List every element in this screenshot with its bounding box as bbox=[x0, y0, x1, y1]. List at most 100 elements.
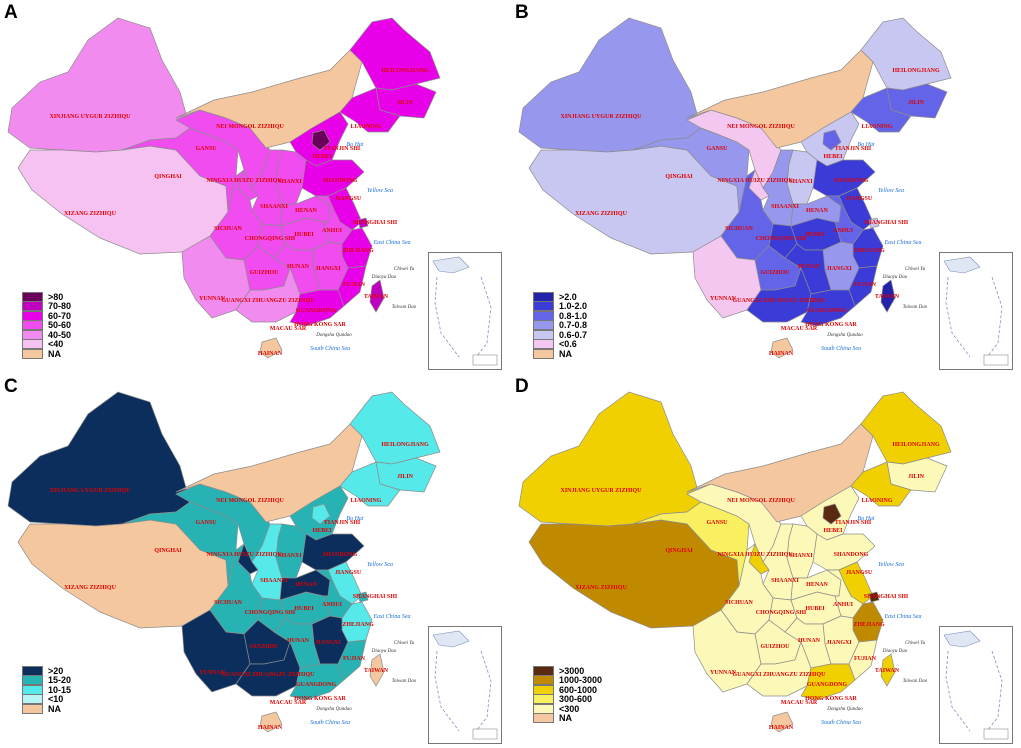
province-guangdong bbox=[289, 663, 345, 701]
label-qinghai: QINGHAI bbox=[154, 548, 182, 554]
island-label-dongsha: Dongsha Qundao bbox=[826, 333, 863, 338]
china-map: XINJIANG UYGUR ZIZHIQU XIZANG ZIZHIQU QING… bbox=[7, 391, 441, 733]
map-panel-d: D XINJIANG UYGUR ZIZHIQU XIZANG ZIZHIQU QIN… bbox=[511, 374, 1021, 747]
label-hubei: HUBEI bbox=[294, 606, 314, 612]
label-chongqing: CHONGQING SHI bbox=[756, 610, 807, 616]
china-map: XINJIANG UYGUR ZIZHIQU XIZANG ZIZHIQU QING… bbox=[518, 17, 952, 359]
island-label-taiwan_dao: Taiwan Dao bbox=[903, 305, 928, 310]
label-guangxi: GUANGXI ZHUANGZU ZIZHIQU bbox=[221, 298, 315, 304]
province-qinghai bbox=[121, 127, 239, 213]
legend-item: <10 bbox=[22, 694, 71, 705]
label-gansu: GANSU bbox=[706, 520, 728, 526]
legend-item: >20 bbox=[22, 665, 71, 676]
legend-item: NA bbox=[22, 703, 71, 714]
label-xizang: XIZANG ZIZHIQU bbox=[575, 585, 628, 591]
label-anhui: ANHUI bbox=[322, 602, 343, 608]
label-gansu: GANSU bbox=[195, 520, 217, 526]
island-label-taiwan_dao: Taiwan Dao bbox=[392, 305, 417, 310]
province-guangdong bbox=[289, 289, 345, 327]
legend-item: 300-600 bbox=[533, 694, 602, 705]
label-nei: NEI MONGOL ZIZHIQU bbox=[216, 124, 284, 130]
south-china-sea-inset bbox=[428, 252, 502, 370]
label-hlj: HEILONGJIANG bbox=[892, 442, 940, 448]
legend-label: 10-15 bbox=[48, 684, 72, 695]
province-fujian bbox=[337, 265, 367, 307]
legend-swatch bbox=[533, 694, 554, 705]
legend-item: 10-15 bbox=[22, 684, 72, 695]
legend-label: <10 bbox=[48, 694, 64, 705]
province-shandong bbox=[812, 159, 876, 197]
label-yunnan: YUNNAN bbox=[199, 296, 226, 302]
province-taiwan bbox=[369, 279, 385, 313]
legend-swatch bbox=[533, 675, 554, 686]
label-xinjiang: XINJIANG UYGUR ZIZHIQU bbox=[49, 488, 131, 494]
label-qinghai: QINGHAI bbox=[665, 548, 693, 554]
legend-swatch bbox=[22, 703, 43, 714]
legend-item: >3000 bbox=[533, 665, 602, 676]
province-shanxi bbox=[786, 149, 818, 205]
island-label-diaoyu: Diaoyu Dao bbox=[371, 649, 397, 654]
legend-label: NA bbox=[559, 348, 572, 359]
legend-item: 40-50 bbox=[22, 329, 72, 340]
label-chongqing: CHONGQING SHI bbox=[245, 610, 296, 616]
label-hebei: HEBEI bbox=[312, 154, 332, 160]
label-yunnan: YUNNAN bbox=[710, 296, 737, 302]
legend: >80 70-80 60-70 50-60 40-50 <40 NA bbox=[22, 291, 72, 359]
label-henan: HENAN bbox=[806, 208, 828, 214]
legend-label: 0.8-1.0 bbox=[559, 310, 588, 321]
inset-scale-box bbox=[983, 354, 1009, 366]
inset-coast bbox=[432, 256, 470, 274]
label-gansu: GANSU bbox=[706, 146, 728, 152]
label-zhejiang: ZHEJIANG bbox=[853, 622, 885, 628]
map-panel-b: B XINJIANG UYGUR ZIZHIQU XIZANG ZIZHIQU QIN… bbox=[511, 0, 1021, 373]
label-anhui: ANHUI bbox=[322, 228, 343, 234]
island-label-chiwei: Chiwei Yu bbox=[905, 267, 926, 272]
label-shaanxi: SHAANXI bbox=[771, 578, 799, 584]
province-hainan bbox=[770, 711, 794, 733]
label-shandong: SHANDONG bbox=[323, 178, 358, 184]
label-shaanxi: SHAANXI bbox=[260, 204, 288, 210]
province-shandong bbox=[301, 533, 365, 571]
legend-label: 70-80 bbox=[48, 301, 72, 312]
inset-coast bbox=[432, 630, 470, 648]
province-xinjiang bbox=[518, 391, 702, 527]
label-yunnan: YUNNAN bbox=[199, 670, 226, 676]
island-label-dongsha: Dongsha Qundao bbox=[315, 707, 352, 712]
province-beijing bbox=[311, 503, 331, 525]
province-hlj bbox=[860, 17, 952, 91]
label-xinjiang: XINJIANG UYGUR ZIZHIQU bbox=[560, 488, 642, 494]
label-shaanxi: SHAANXI bbox=[771, 204, 799, 210]
legend-label: <40 bbox=[48, 339, 64, 350]
legend-label: 40-50 bbox=[48, 329, 72, 340]
label-qinghai: QINGHAI bbox=[154, 174, 182, 180]
province-hlj bbox=[349, 391, 441, 465]
legend-swatch bbox=[533, 329, 554, 340]
legend-item: 15-20 bbox=[22, 675, 71, 686]
legend-item: 0.7-0.8 bbox=[533, 320, 587, 331]
label-hongkong: HONG KONG SAR bbox=[294, 322, 346, 328]
label-shanghai: SHANGHAI SHI bbox=[353, 594, 398, 600]
legend-swatch bbox=[22, 301, 43, 312]
province-qinghai bbox=[121, 501, 239, 587]
legend-swatch bbox=[22, 320, 43, 331]
legend-item: 0.6-0.7 bbox=[533, 329, 587, 340]
label-hongkong: HONG KONG SAR bbox=[294, 696, 346, 702]
label-guangdong: GUANGDONG bbox=[807, 682, 848, 688]
label-henan: HENAN bbox=[295, 582, 317, 588]
legend-label: >2.0 bbox=[559, 291, 577, 302]
label-hebei: HEBEI bbox=[823, 528, 843, 534]
label-henan: HENAN bbox=[806, 582, 828, 588]
map-panel-c: C XINJIANG UYGUR ZIZHIQU XIZANG ZIZHIQU QIN… bbox=[0, 374, 510, 747]
label-taiwan: TAIWAN bbox=[364, 294, 389, 300]
china-map: XINJIANG UYGUR ZIZHIQU XIZANG ZIZHIQU QING… bbox=[518, 391, 952, 733]
south-china-sea-inset bbox=[939, 626, 1013, 744]
legend-label: NA bbox=[48, 703, 61, 714]
legend-label: >80 bbox=[48, 291, 64, 302]
island-label-diaoyu: Diaoyu Dao bbox=[371, 275, 397, 280]
label-jiangxi: JIANGXI bbox=[826, 640, 852, 646]
legend-item: 60-70 bbox=[22, 310, 71, 321]
label-macau: MACAU SAR bbox=[781, 700, 818, 706]
label-taiwan: TAIWAN bbox=[364, 668, 389, 674]
province-fujian bbox=[337, 639, 367, 681]
province-liaoning bbox=[339, 87, 401, 133]
